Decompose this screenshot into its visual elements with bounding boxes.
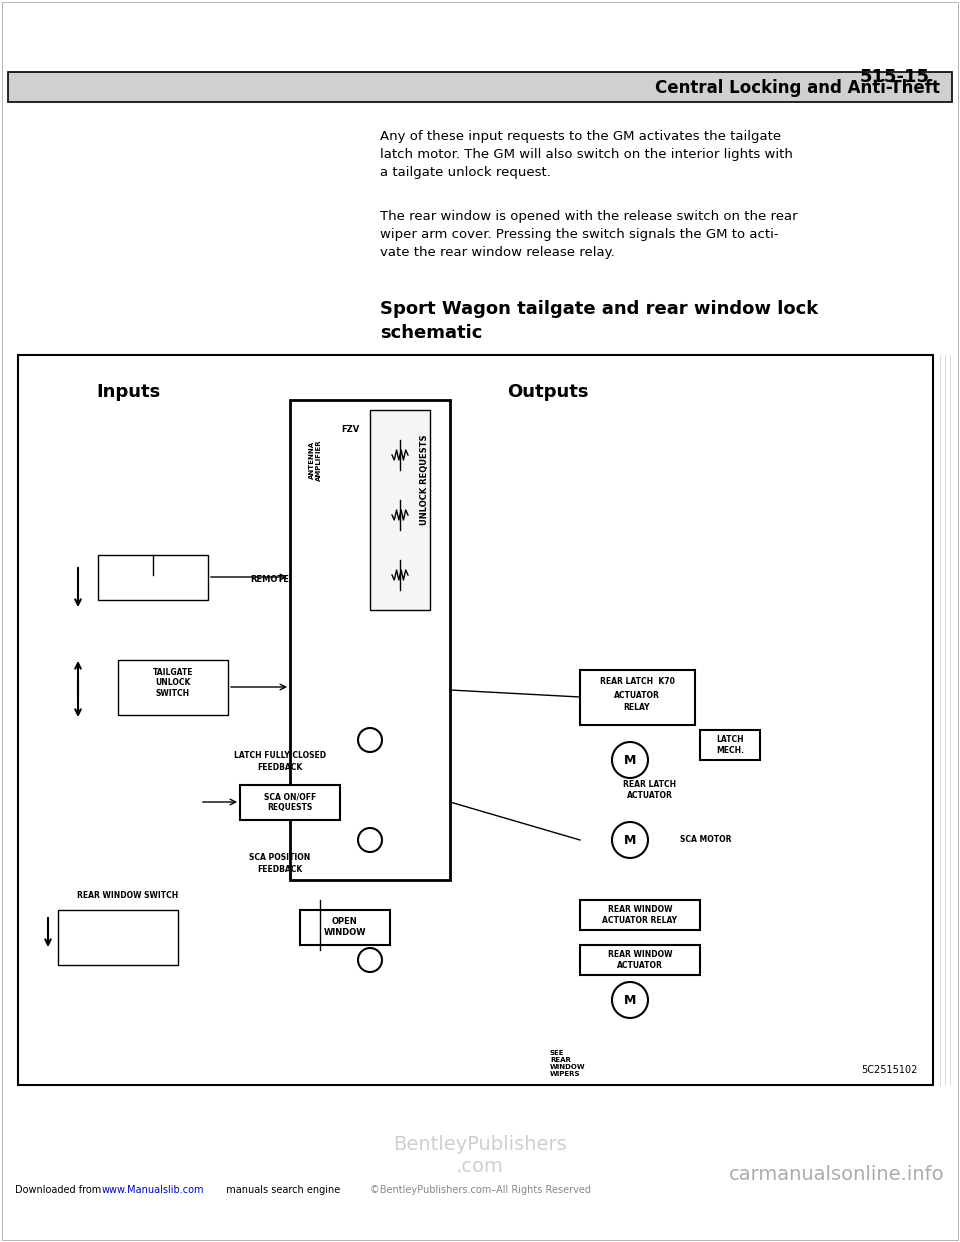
Bar xyxy=(290,400,450,881)
Circle shape xyxy=(358,728,382,751)
Text: REAR WINDOW
ACTUATOR: REAR WINDOW ACTUATOR xyxy=(608,950,672,970)
Text: FEEDBACK: FEEDBACK xyxy=(257,866,302,874)
Bar xyxy=(240,785,340,820)
Text: REAR WINDOW SWITCH: REAR WINDOW SWITCH xyxy=(78,891,179,899)
Circle shape xyxy=(358,948,382,972)
Text: M: M xyxy=(624,994,636,1006)
Text: ANTENNA
AMPLIFIER: ANTENNA AMPLIFIER xyxy=(308,440,322,481)
Text: REMOTE: REMOTE xyxy=(251,575,289,585)
Circle shape xyxy=(612,741,648,777)
Circle shape xyxy=(612,822,648,858)
Text: RELAY: RELAY xyxy=(624,703,650,713)
Text: FZV: FZV xyxy=(341,426,359,435)
Bar xyxy=(118,660,228,715)
Text: ©BentleyPublishers.com–All Rights Reserved: ©BentleyPublishers.com–All Rights Reserv… xyxy=(370,1185,590,1195)
Text: www.Manualslib.com: www.Manualslib.com xyxy=(102,1185,204,1195)
Text: SEE
REAR
WINDOW
WIPERS: SEE REAR WINDOW WIPERS xyxy=(550,1049,586,1077)
Circle shape xyxy=(358,828,382,852)
Text: BentleyPublishers
.com: BentleyPublishers .com xyxy=(394,1134,566,1175)
Text: Sport Wagon tailgate and rear window lock
schematic: Sport Wagon tailgate and rear window loc… xyxy=(380,301,818,342)
Bar xyxy=(700,730,760,760)
Text: carmanualsonline.info: carmanualsonline.info xyxy=(730,1165,945,1185)
Text: SCA ON/OFF
REQUESTS: SCA ON/OFF REQUESTS xyxy=(264,792,316,812)
Text: LATCH
MECH.: LATCH MECH. xyxy=(716,735,744,755)
Text: LATCH FULLY CLOSED: LATCH FULLY CLOSED xyxy=(234,750,326,760)
Text: Any of these input requests to the GM activates the tailgate
latch motor. The GM: Any of these input requests to the GM ac… xyxy=(380,130,793,179)
Bar xyxy=(8,72,952,102)
Text: Downloaded from: Downloaded from xyxy=(15,1185,105,1195)
Text: SCA POSITION: SCA POSITION xyxy=(250,853,311,862)
Text: M: M xyxy=(624,833,636,847)
Text: ACTUATOR: ACTUATOR xyxy=(614,691,660,699)
Text: REAR LATCH  K70: REAR LATCH K70 xyxy=(600,677,675,687)
Text: SCA MOTOR: SCA MOTOR xyxy=(680,836,732,845)
Bar xyxy=(580,669,695,725)
Text: Outputs: Outputs xyxy=(507,383,588,401)
Text: manuals search engine: manuals search engine xyxy=(220,1185,340,1195)
Text: UNLOCK REQUESTS: UNLOCK REQUESTS xyxy=(420,435,429,525)
Text: OPEN
WINDOW: OPEN WINDOW xyxy=(324,918,367,936)
Text: TAILGATE
UNLOCK
SWITCH: TAILGATE UNLOCK SWITCH xyxy=(153,668,193,698)
Text: REAR LATCH
ACTUATOR: REAR LATCH ACTUATOR xyxy=(623,780,677,800)
Text: Central Locking and Anti-Theft: Central Locking and Anti-Theft xyxy=(655,79,940,97)
Bar xyxy=(580,945,700,975)
Text: M: M xyxy=(624,754,636,766)
Bar xyxy=(58,910,178,965)
Text: Inputs: Inputs xyxy=(96,383,160,401)
Bar xyxy=(18,355,933,1086)
Circle shape xyxy=(612,982,648,1018)
Text: The rear window is opened with the release switch on the rear
wiper arm cover. P: The rear window is opened with the relea… xyxy=(380,210,798,260)
Text: 5C2515102: 5C2515102 xyxy=(862,1064,918,1076)
Text: FEEDBACK: FEEDBACK xyxy=(257,764,302,773)
Text: REAR WINDOW
ACTUATOR RELAY: REAR WINDOW ACTUATOR RELAY xyxy=(603,905,678,925)
Text: 515-15: 515-15 xyxy=(860,68,930,86)
Bar xyxy=(370,410,430,610)
Bar xyxy=(300,910,390,945)
Bar xyxy=(98,555,208,600)
Bar xyxy=(580,900,700,930)
